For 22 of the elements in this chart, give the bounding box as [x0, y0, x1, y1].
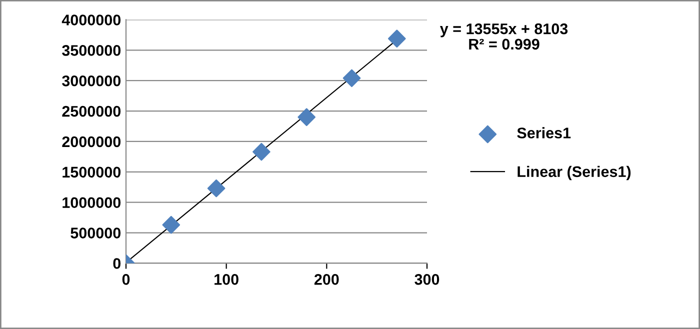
x-tick-label: 300 [414, 274, 440, 285]
legend-label: Linear (Series1) [518, 166, 631, 180]
y-tick-label: 1500000 [62, 166, 121, 178]
point [207, 179, 226, 198]
y-tick-label: 4000000 [62, 14, 121, 26]
y-tick-label: 2500000 [62, 106, 121, 117]
y-tick-label: 1000000 [62, 197, 121, 208]
point [252, 142, 270, 161]
y-tick-label: 2000000 [62, 136, 121, 148]
point [298, 108, 316, 126]
legend-label: Series1 [517, 127, 571, 138]
y-tick-label: 3000000 [62, 75, 121, 86]
point [342, 69, 361, 88]
point [162, 216, 180, 234]
text: y = 13555x + 8103 R² = 0.999 [440, 23, 568, 50]
y-tick-label: 3500000 [62, 45, 121, 56]
y-tick-label: 0 [113, 258, 121, 269]
x-tick-label: 100 [214, 274, 238, 285]
x-tick-label: 200 [314, 274, 339, 285]
point [388, 30, 406, 48]
y-tick-label: 500000 [70, 228, 121, 238]
x-tick-label: 0 [122, 274, 130, 285]
